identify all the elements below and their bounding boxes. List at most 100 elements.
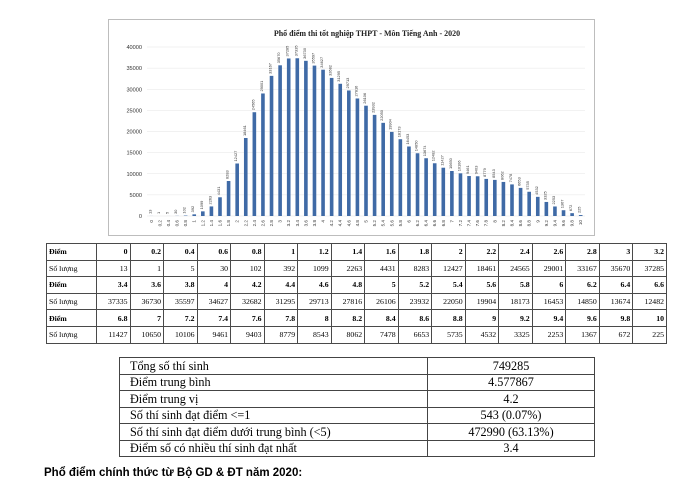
- score-table-cell: 1: [129, 259, 165, 278]
- histogram-bar: [381, 122, 385, 216]
- chart-svg: Phổ điểm thi tốt nghiệp THPT - Môn Tiếng…: [126, 29, 585, 227]
- bar-data-label: 22050: [379, 109, 384, 121]
- score-table-cell: 2: [431, 243, 466, 261]
- histogram-bar: [527, 191, 531, 216]
- bar-data-label: 16453: [405, 134, 410, 145]
- score-table-cell: 5: [364, 276, 399, 294]
- statistics-summary-table: Tổng số thí sinh 749285 Điểm trung bình 4.5…: [119, 357, 595, 457]
- score-table-cell: 3325: [498, 325, 533, 344]
- score-table-cell: 7.4: [196, 309, 232, 327]
- histogram-bar: [467, 176, 471, 216]
- score-table-cell: 8.6: [397, 309, 433, 327]
- score-table-cell: 1099: [297, 259, 332, 278]
- y-tick-label: 25000: [126, 108, 142, 114]
- bar-data-label: 6653: [517, 177, 522, 186]
- score-table-cell: 29713: [297, 292, 332, 311]
- histogram-bar: [338, 83, 343, 216]
- score-table-cell: 36730: [129, 292, 165, 311]
- score-table-row-label: Điểm: [46, 309, 97, 327]
- score-table-cell: 9403: [230, 325, 265, 344]
- histogram-bar: [501, 181, 506, 216]
- score-table-row: Số lượng 13 1 5 30 102 392 1099 2263 4431 8283 1242…: [46, 259, 667, 278]
- histogram-bar: [261, 93, 265, 216]
- score-table-cell: 8543: [297, 325, 332, 344]
- score-table-cell: 1: [263, 243, 299, 261]
- histogram-bar: [218, 197, 222, 216]
- bar-data-label: 34627: [319, 57, 324, 68]
- score-table-cell: 4.2: [230, 276, 265, 294]
- score-table-cell: 4.8: [330, 276, 366, 294]
- score-table-row: Điểm 6.8 7 7.2 7.4 7.6 7.8 8 8.2 8.4 8.6 8.8 9 9.2 9.4…: [46, 309, 667, 327]
- stats-label: Điểm số có nhiều thí sinh đạt nhất: [119, 439, 428, 457]
- score-table-cell: 6: [531, 276, 567, 294]
- score-table-cell: 7.6: [230, 309, 265, 327]
- score-table-cell: 32682: [230, 292, 265, 311]
- score-table-cell: 5.4: [431, 276, 466, 294]
- score-table-row-label: Số lượng: [46, 259, 97, 278]
- x-tick-label: 6.2: [415, 220, 420, 227]
- x-tick-label: 2: [235, 220, 240, 223]
- x-tick-label: 2.2: [243, 220, 248, 227]
- score-table-cell: 1.6: [364, 243, 399, 261]
- score-table-cell: 2253: [531, 325, 567, 344]
- bar-data-label: 9403: [474, 166, 479, 175]
- histogram-bar: [295, 58, 300, 216]
- histogram-bar: [304, 60, 308, 216]
- bar-data-label: 11427: [439, 155, 444, 166]
- score-table-cell: 0.8: [230, 243, 265, 261]
- x-tick-label: 0: [149, 220, 154, 223]
- histogram-bar: [518, 187, 523, 216]
- score-table-cell: 0.4: [163, 243, 198, 261]
- score-table-cell: 30: [196, 259, 232, 278]
- histogram-bar: [329, 77, 334, 216]
- score-table-cell: 102: [230, 259, 265, 278]
- score-table-cell: 11427: [96, 325, 131, 344]
- stats-table-row: Điểm trung bình 4.577867: [119, 373, 595, 391]
- bar-data-label: 26106: [362, 93, 367, 104]
- y-tick-label: 10000: [126, 172, 142, 178]
- histogram-bar: [432, 163, 437, 216]
- stats-table-row: Điểm trung vị 4.2: [119, 390, 595, 408]
- score-table-cell: 37335: [96, 292, 131, 311]
- x-tick-label: 6.8: [441, 220, 446, 227]
- stats-label: Số thí sinh đạt điểm <=1: [119, 406, 428, 424]
- score-table-cell: 392: [263, 259, 299, 278]
- x-tick-label: 0.2: [157, 220, 162, 227]
- histogram-bar: [278, 65, 282, 216]
- bar-data-label: 18461: [242, 125, 247, 136]
- x-tick-label: 9.8: [570, 220, 575, 227]
- x-tick-label: 7.4: [467, 220, 472, 227]
- score-table-cell: 8.8: [431, 309, 466, 327]
- bar-data-label: 31295: [336, 71, 341, 82]
- y-tick-label: 35000: [126, 66, 142, 72]
- bar-data-label: 8779: [482, 168, 487, 177]
- score-table-cell: 35670: [598, 259, 634, 278]
- score-table-cell: 34627: [196, 292, 232, 311]
- score-table-row-label: Điểm: [46, 276, 97, 294]
- x-tick-label: 8.6: [518, 220, 523, 227]
- x-tick-label: 0.4: [166, 220, 171, 227]
- score-table-row: Điểm 3.4 3.6 3.8 4 4.2 4.4 4.6 4.8 5 5.2 5.4 5.6 5.8 6…: [46, 276, 667, 294]
- score-table-cell: 33167: [565, 259, 600, 278]
- histogram-bar: [398, 139, 403, 216]
- score-table-cell: 23932: [397, 292, 433, 311]
- score-table-cell: 1.2: [297, 243, 332, 261]
- score-table-cell: 1367: [565, 325, 600, 344]
- score-table-cell: 5.8: [498, 276, 533, 294]
- score-table-cell: 22050: [431, 292, 466, 311]
- score-table-cell: 37285: [632, 259, 667, 278]
- score-table-row: Số lượng 11427 10650 10106 9461 9403 8779 8543 8…: [46, 325, 667, 344]
- histogram-bar: [510, 184, 514, 216]
- bar-data-label: 30: [173, 209, 178, 214]
- histogram-bar: [355, 98, 360, 216]
- score-table-cell: 7.2: [163, 309, 198, 327]
- score-table-cell: 31295: [263, 292, 299, 311]
- histogram-bar: [312, 65, 317, 216]
- score-table-cell: 2.6: [531, 243, 567, 261]
- x-tick-label: 1.2: [200, 220, 205, 227]
- score-table-cell: 8.2: [330, 309, 366, 327]
- y-tick-label: 30000: [126, 87, 142, 93]
- y-tick-label: 20000: [126, 130, 142, 136]
- bar-data-label: 29713: [345, 78, 350, 89]
- score-table-cell: 16453: [531, 292, 567, 311]
